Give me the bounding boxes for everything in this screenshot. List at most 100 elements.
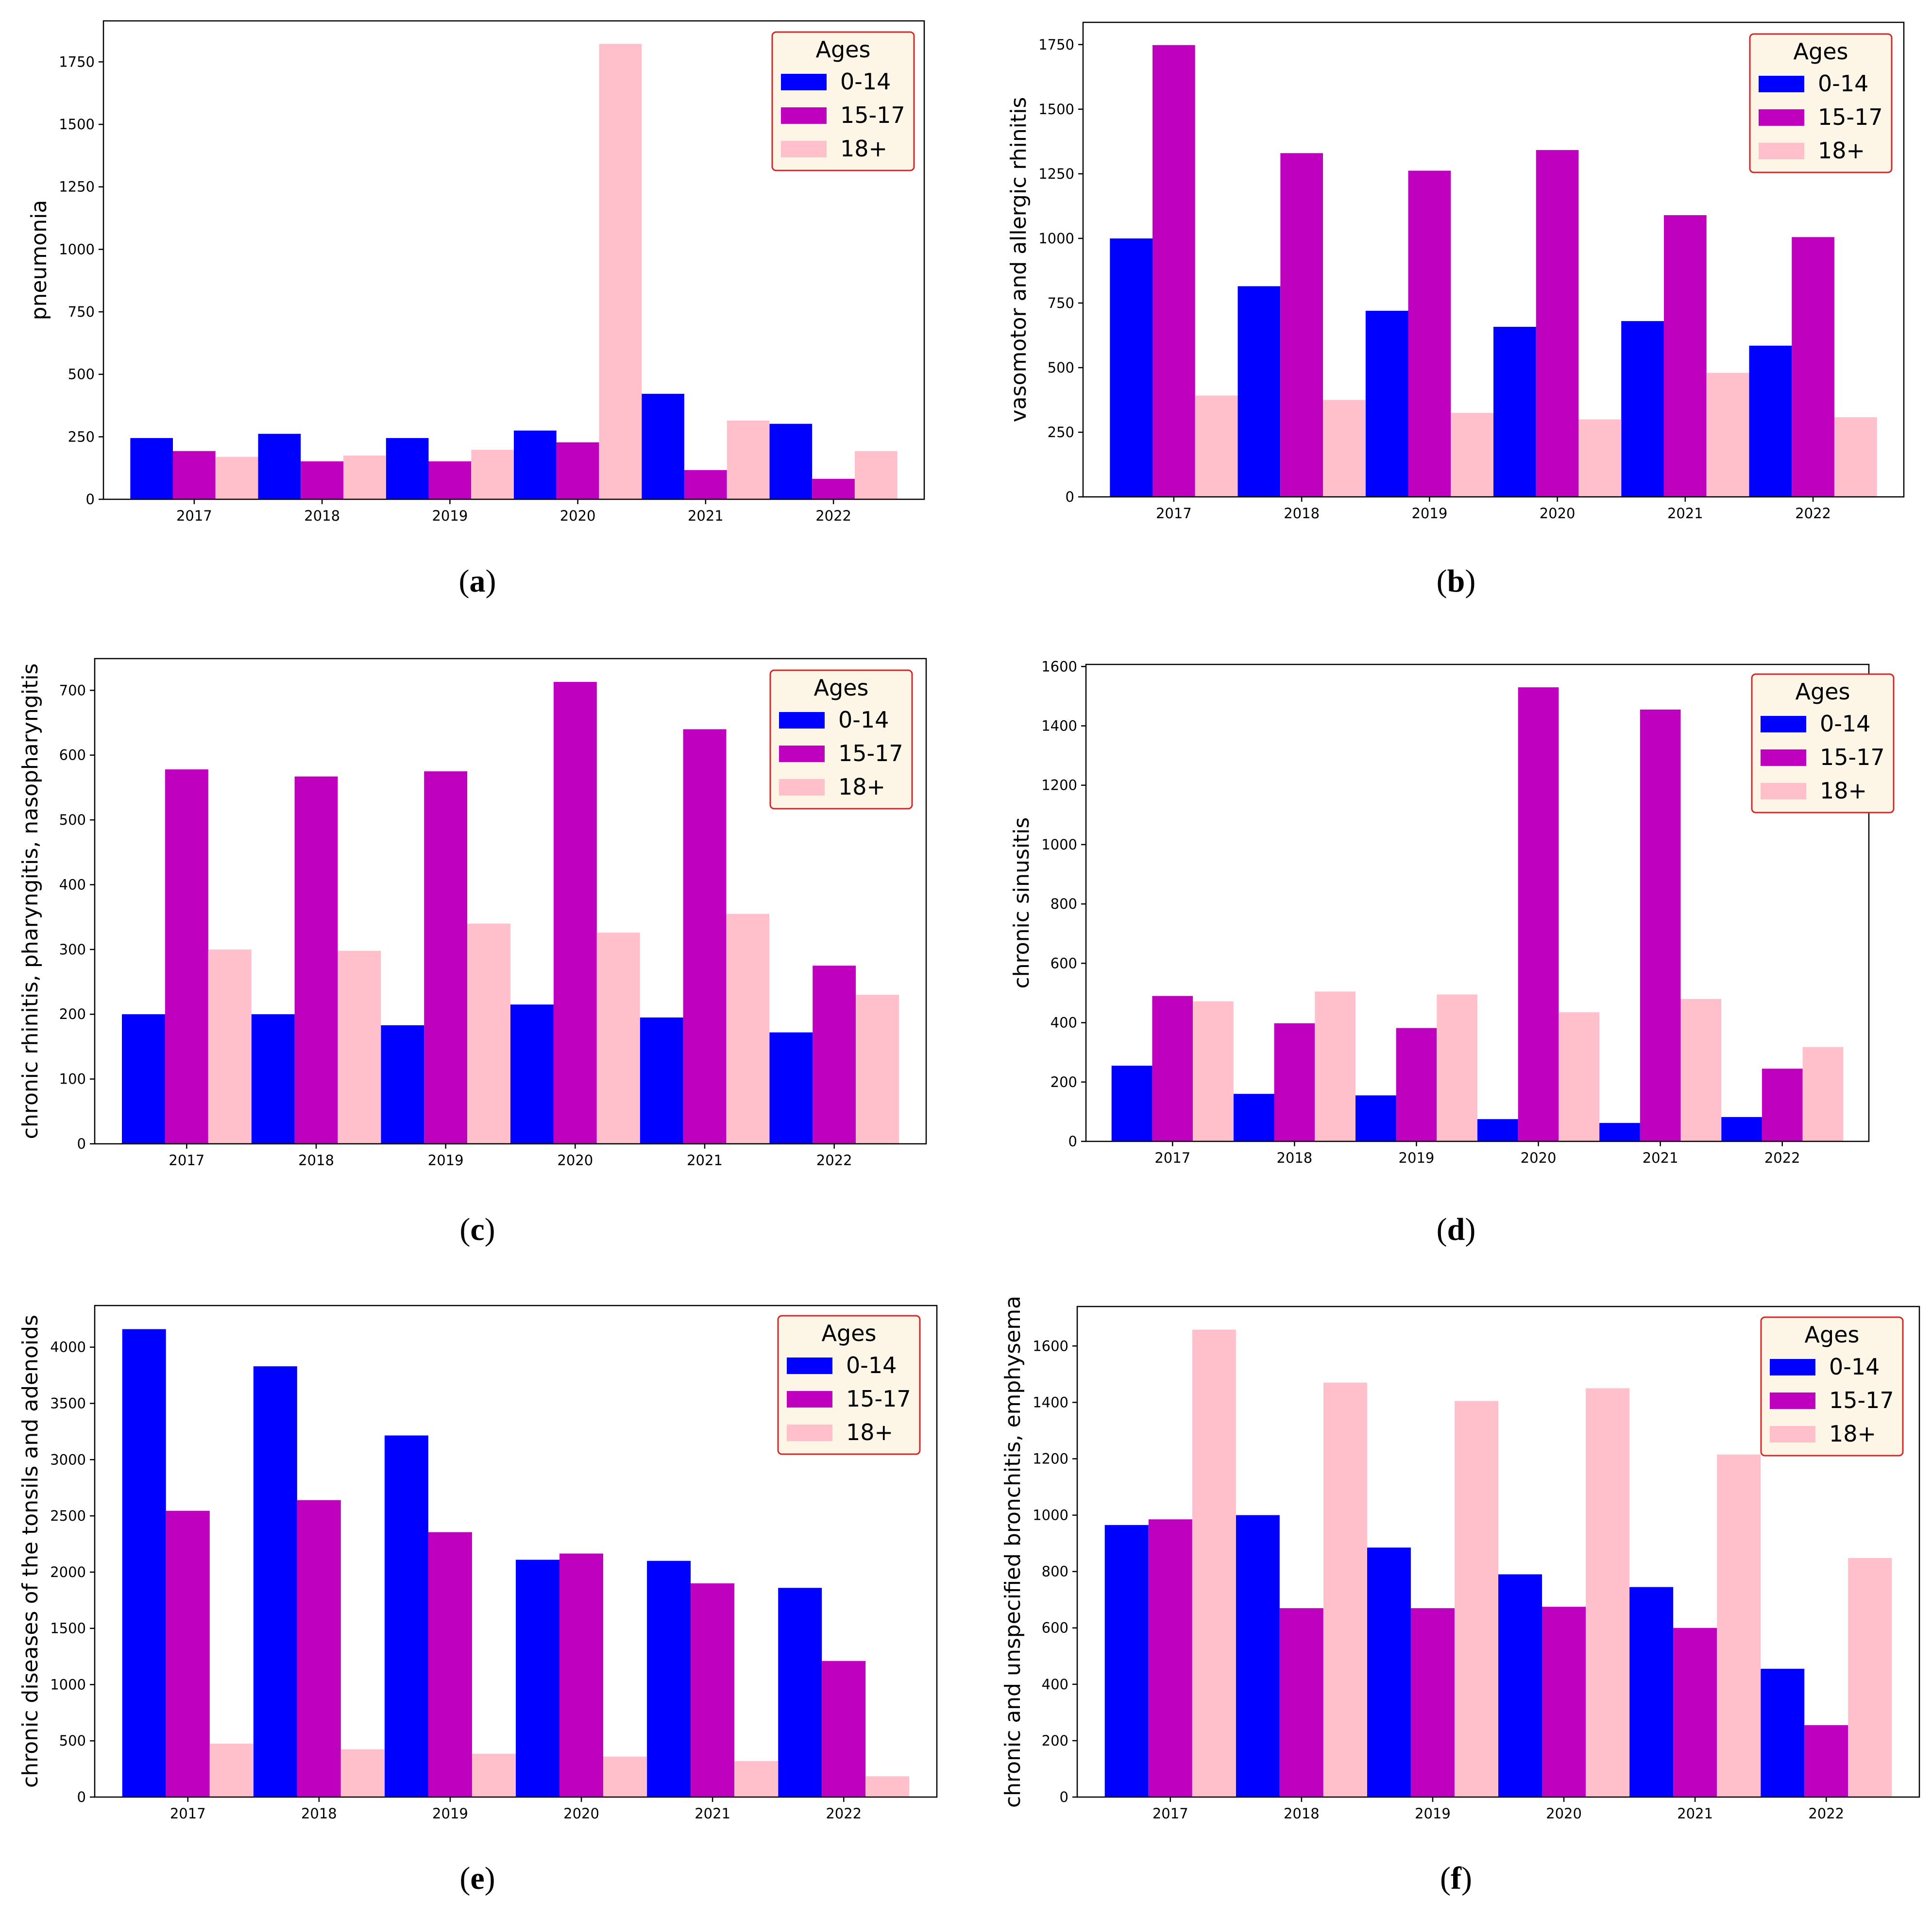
bar-0-14-2019 (1355, 1095, 1396, 1141)
bar-15-17-2021 (684, 470, 727, 499)
y-axis-label: pneumonia (27, 200, 51, 321)
legend-label-15-17: 15-17 (840, 102, 905, 128)
panel-caption: (c) (459, 1212, 495, 1247)
y-tick-label: 400 (1042, 1676, 1068, 1693)
bar-18+-2022 (856, 995, 899, 1144)
y-tick-label: 3500 (50, 1395, 86, 1411)
bar-18+-2019 (1455, 1401, 1498, 1797)
y-tick-label: 700 (59, 682, 86, 698)
y-tick-label: 500 (59, 1732, 86, 1749)
y-tick-label: 1200 (1033, 1450, 1068, 1467)
y-tick-label: 600 (59, 747, 86, 764)
y-tick-label: 250 (68, 428, 95, 445)
y-tick-label: 2500 (50, 1508, 86, 1524)
bar-0-14-2020 (1493, 326, 1536, 497)
legend-swatch-0-14 (1761, 716, 1806, 732)
legend-label-15-17: 15-17 (838, 740, 903, 766)
legend-swatch-0-14 (787, 1358, 832, 1374)
y-tick-label: 1000 (1038, 230, 1074, 247)
bar-15-17-2018 (1279, 1608, 1323, 1797)
bar-0-14-2020 (514, 430, 557, 499)
legend-swatch-0-14 (781, 74, 827, 90)
x-tick-label: 2021 (688, 508, 724, 524)
bar-15-17-2019 (428, 461, 472, 499)
bar-15-17-2019 (1410, 1608, 1455, 1797)
legend-swatch-0-14 (1770, 1359, 1815, 1375)
y-tick-label: 1500 (1038, 101, 1074, 118)
bar-18+-2021 (734, 1761, 779, 1797)
x-tick-label: 2021 (695, 1805, 730, 1822)
y-tick-label: 1000 (1041, 836, 1077, 853)
x-tick-label: 2020 (1521, 1150, 1557, 1166)
bar-18+-2022 (1834, 417, 1877, 497)
legend-swatch-15-17 (787, 1391, 832, 1408)
bar-15-17-2018 (301, 461, 343, 499)
y-axis-label: chronic diseases of the tonsils and aden… (18, 1315, 43, 1788)
bar-0-14-2019 (386, 438, 429, 499)
bar-15-17-2019 (424, 771, 468, 1144)
y-tick-label: 2000 (50, 1564, 86, 1580)
y-tick-label: 500 (1048, 359, 1074, 376)
y-tick-label: 800 (1042, 1563, 1068, 1580)
bar-18+-2022 (1802, 1047, 1844, 1141)
chart-panel-d: 0 200 400 600 800 1000 1200 1400 1600 2017 2018 201… (1009, 658, 1895, 1247)
y-tick-label: 100 (59, 1071, 86, 1087)
bar-18+-2017 (1193, 1001, 1234, 1141)
y-tick-label: 1400 (1033, 1394, 1068, 1410)
x-tick-label: 2019 (1411, 505, 1447, 522)
x-tick-label: 2021 (1643, 1150, 1678, 1166)
legend-label-18+: 18+ (840, 136, 887, 162)
y-tick-label: 200 (1051, 1074, 1077, 1090)
bar-0-14-2019 (1365, 310, 1408, 497)
legend-box (771, 31, 915, 171)
bar-15-17-2021 (1640, 709, 1681, 1141)
x-tick-label: 2017 (1152, 1805, 1188, 1822)
y-tick-label: 0 (86, 491, 95, 508)
bar-18+-2020 (596, 933, 640, 1144)
bar-18+-2021 (1706, 373, 1749, 497)
bar-0-14-2020 (1498, 1574, 1542, 1797)
bar-18+-2021 (727, 420, 770, 499)
y-tick-label: 250 (1048, 424, 1074, 441)
panel-caption: (e) (459, 1861, 495, 1896)
bar-18+-2021 (726, 914, 770, 1144)
y-tick-label: 1250 (59, 179, 95, 195)
y-tick-label: 0 (77, 1136, 86, 1152)
bar-18+-2019 (1437, 994, 1477, 1141)
bar-0-14-2017 (1104, 1525, 1149, 1797)
bar-0-14-2020 (510, 1004, 554, 1144)
x-tick-label: 2022 (815, 508, 851, 524)
bar-18+-2022 (1848, 1558, 1892, 1797)
legend-title: Ages (816, 36, 871, 63)
x-tick-label: 2022 (1795, 505, 1831, 522)
bar-0-14-2021 (1629, 1587, 1674, 1797)
bar-18+-2021 (1680, 999, 1722, 1141)
x-tick-label: 2021 (687, 1152, 723, 1169)
bar-18+-2022 (855, 451, 898, 499)
bar-15-17-2022 (812, 478, 855, 499)
legend-label-15-17: 15-17 (1818, 104, 1883, 130)
bar-0-14-2019 (381, 1025, 424, 1144)
bar-15-17-2020 (553, 682, 597, 1144)
y-tick-label: 1500 (50, 1620, 86, 1637)
bar-15-17-2020 (1542, 1607, 1586, 1797)
legend-title: Ages (822, 1320, 877, 1346)
bar-18+-2019 (472, 1753, 516, 1797)
x-tick-label: 2020 (560, 508, 596, 524)
panel-caption: (b) (1437, 563, 1476, 599)
bar-0-14-2022 (1761, 1668, 1805, 1797)
y-tick-label: 400 (59, 876, 86, 893)
bar-0-14-2017 (122, 1014, 165, 1144)
legend-swatch-15-17 (1761, 749, 1806, 766)
bar-0-14-2021 (647, 1561, 691, 1797)
bar-15-17-2021 (691, 1583, 735, 1797)
bar-18+-2022 (865, 1776, 910, 1797)
x-tick-label: 2020 (563, 1805, 599, 1822)
bar-15-17-2020 (1518, 687, 1559, 1141)
y-tick-label: 1000 (50, 1676, 86, 1693)
legend-label-18+: 18+ (1818, 137, 1865, 164)
bar-15-17-2017 (173, 451, 216, 499)
bar-0-14-2021 (1599, 1123, 1640, 1141)
legend-label-0-14: 0-14 (840, 68, 891, 95)
